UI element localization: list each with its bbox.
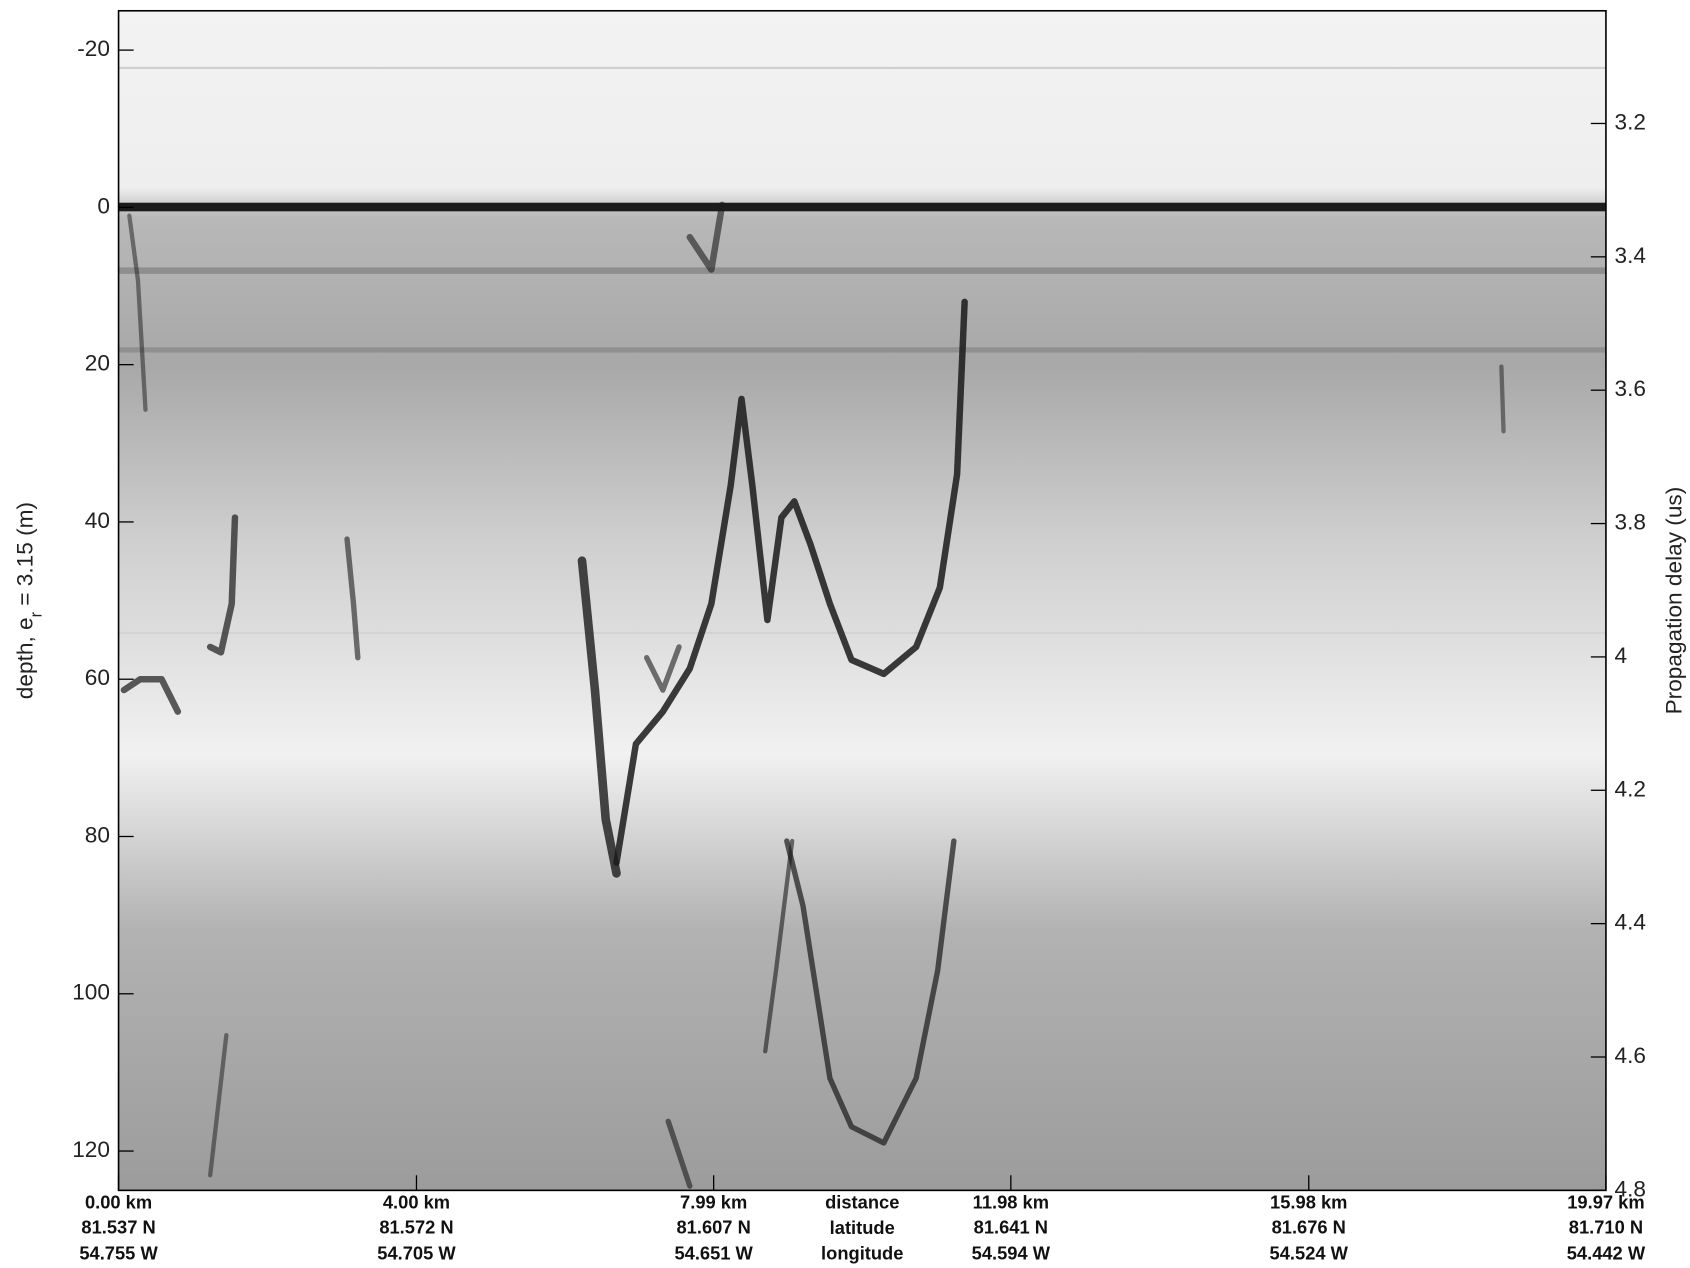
y-tick-label: 120 <box>72 1137 110 1162</box>
latitude-label: 81.641 N <box>974 1216 1048 1237</box>
y-tick-label: 40 <box>85 508 110 533</box>
y2-tick-label: 3.4 <box>1615 243 1646 268</box>
multiple-line <box>118 347 1606 353</box>
y-tick-label: -20 <box>77 36 110 61</box>
echogram-background <box>118 10 1606 1191</box>
latitude-label: 81.710 N <box>1569 1216 1643 1237</box>
longitude-label: 54.524 W <box>1270 1242 1349 1263</box>
longitude-label: 54.705 W <box>377 1242 456 1263</box>
y2-tick-label: 3.8 <box>1615 510 1646 535</box>
latitude-label: 81.537 N <box>81 1216 155 1237</box>
y-label-text: depth, e <box>12 617 37 699</box>
noise-line <box>118 631 1606 634</box>
plot-frame <box>117 9 1607 1192</box>
y2-tick-label: 3.6 <box>1615 376 1646 401</box>
surface-reflection <box>118 202 1606 212</box>
y2-tick-label: 4.6 <box>1615 1043 1646 1068</box>
x-tick-label: 19.97 km <box>1567 1192 1644 1213</box>
y2-tick-label: 4 <box>1615 643 1628 668</box>
row-label: latitude <box>830 1217 895 1238</box>
x-tick-label: 11.98 km <box>973 1192 1049 1213</box>
row-label: longitude <box>821 1242 903 1263</box>
noise-line <box>118 66 1606 70</box>
y-tick-label: 80 <box>85 822 110 847</box>
y-tick-label: 0 <box>97 193 110 218</box>
latitude-label: 81.607 N <box>676 1216 750 1237</box>
y2-tick-label: 3.2 <box>1615 109 1646 134</box>
y2-tick-label: 4.4 <box>1615 910 1646 935</box>
y-tick-label: 20 <box>85 351 110 376</box>
x-tick-label: 4.00 km <box>383 1192 450 1213</box>
longitude-label: 54.594 W <box>972 1242 1051 1263</box>
x-tick-label: 7.99 km <box>680 1192 747 1213</box>
multiple-line <box>118 267 1606 274</box>
longitude-label: 54.442 W <box>1567 1242 1646 1263</box>
x-tick-label: 15.98 km <box>1270 1192 1347 1213</box>
y2-tick-label: 4.8 <box>1615 1176 1646 1201</box>
y-tick-label: 100 <box>72 980 110 1005</box>
echogram <box>118 10 1606 1191</box>
reflectors <box>120 201 1506 1189</box>
longitude-label: 54.651 W <box>674 1242 753 1263</box>
x-tick-label: 0.00 km <box>85 1192 152 1213</box>
latitude-label: 81.572 N <box>379 1216 453 1237</box>
row-label: distance <box>825 1192 899 1213</box>
y2-tick-label: 4.2 <box>1615 776 1646 801</box>
latitude-label: 81.676 N <box>1272 1216 1346 1237</box>
y-tick-label: 60 <box>85 665 110 690</box>
y-label-subscript: r <box>27 611 45 617</box>
y-axis-label: depth, er = 3.15 (m) <box>12 502 45 699</box>
y-label-tail: = 3.15 (m) <box>12 502 37 612</box>
longitude-label: 54.755 W <box>79 1242 158 1263</box>
y2-axis-label: Propagation delay (us) <box>1661 487 1686 715</box>
